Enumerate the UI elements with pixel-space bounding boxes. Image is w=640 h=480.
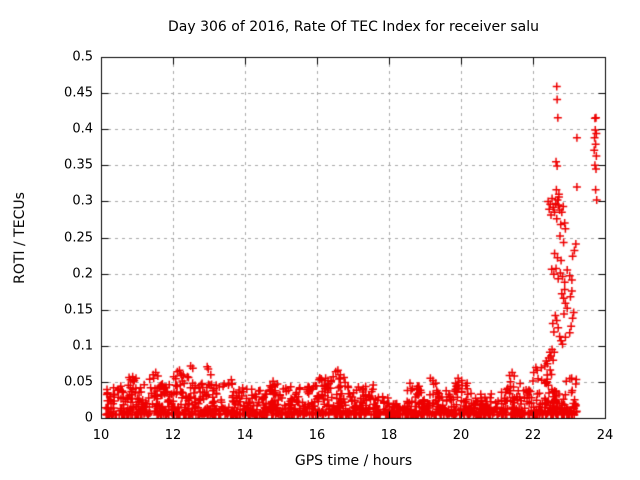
y-tick-label: 0.1 bbox=[72, 338, 93, 354]
y-axis-label: ROTI / TECUs bbox=[12, 192, 28, 284]
x-tick-label: 18 bbox=[380, 428, 398, 443]
y-tick-label: 0.05 bbox=[64, 374, 93, 390]
y-tick-label: 0.4 bbox=[72, 121, 93, 137]
y-tick-label: 0 bbox=[84, 410, 93, 426]
y-tick-label: 0.15 bbox=[64, 302, 93, 318]
x-tick-label: 10 bbox=[92, 428, 110, 443]
y-tick-label: 0.3 bbox=[72, 193, 93, 209]
chart-title: Day 306 of 2016, Rate Of TEC Index for r… bbox=[167, 19, 539, 35]
x-tick-label: 20 bbox=[452, 428, 470, 443]
y-tick-label: 0.25 bbox=[64, 230, 93, 245]
y-tick-label: 0.45 bbox=[64, 85, 93, 101]
x-tick-label: 14 bbox=[236, 428, 254, 443]
x-tick-label: 12 bbox=[164, 428, 182, 443]
y-tick-label: 0.35 bbox=[64, 157, 93, 173]
x-tick-label: 24 bbox=[596, 428, 614, 443]
y-tick-label: 0.5 bbox=[72, 49, 93, 65]
x-tick-label: 16 bbox=[308, 428, 326, 443]
y-tick-label: 0.2 bbox=[72, 266, 93, 282]
x-tick-label: 22 bbox=[524, 428, 542, 443]
x-axis-label: GPS time / hours bbox=[294, 453, 413, 469]
